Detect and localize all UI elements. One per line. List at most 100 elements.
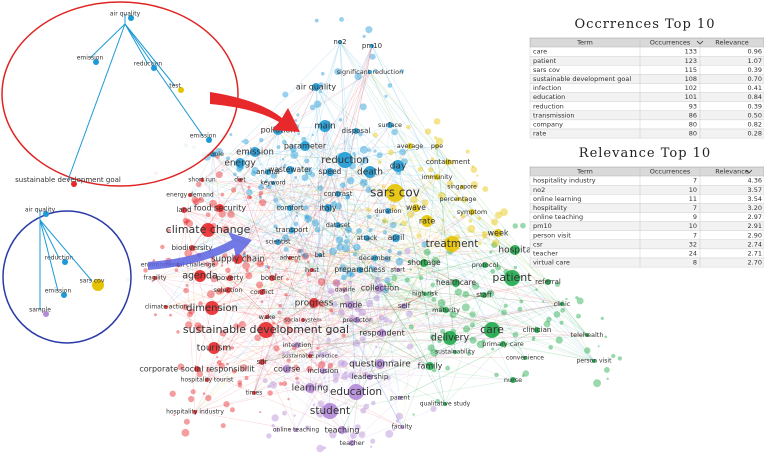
minor-node [259, 195, 263, 200]
edge [183, 171, 269, 211]
node-label: day [390, 162, 407, 172]
node [412, 204, 420, 212]
edge [211, 294, 485, 309]
edge [356, 237, 397, 321]
edge [206, 376, 371, 381]
minor-node [441, 219, 444, 222]
minor-node [339, 17, 344, 22]
inset-node [71, 181, 77, 187]
node-label: comfort [276, 204, 304, 212]
minor-node [244, 375, 249, 380]
node [386, 184, 404, 202]
minor-node [242, 253, 246, 257]
edge [309, 355, 526, 359]
edge [313, 289, 346, 304]
node [189, 245, 195, 251]
minor-node [246, 188, 253, 196]
table-cell: 123 [685, 57, 697, 65]
edge [355, 130, 383, 334]
edge [271, 277, 383, 334]
minor-node [554, 281, 560, 287]
edge [261, 303, 563, 363]
node-label: selection [213, 286, 242, 294]
minor-node [260, 300, 264, 303]
edge [429, 161, 449, 367]
edge [154, 232, 499, 279]
minor-node [406, 310, 413, 318]
edge [444, 294, 485, 405]
node [426, 362, 434, 370]
node-label: emission [236, 148, 274, 158]
table-row [529, 184, 764, 195]
edge [356, 186, 463, 321]
edge [436, 176, 516, 251]
edge [397, 165, 447, 311]
minor-node [185, 218, 191, 224]
inset-edge [124, 23, 204, 137]
node-label: percentage [439, 195, 476, 203]
edge [304, 145, 459, 200]
edge [239, 162, 456, 353]
edge [261, 211, 473, 363]
edge [381, 332, 514, 381]
edge [355, 332, 383, 393]
minor-node [348, 371, 356, 380]
node [510, 245, 520, 255]
node [312, 83, 320, 91]
node-label: attack [357, 234, 378, 242]
minor-node [288, 428, 291, 431]
minor-node [258, 194, 262, 197]
minor-node [218, 287, 225, 294]
minor-node [274, 427, 280, 433]
edge [324, 125, 331, 412]
edge [154, 269, 313, 279]
minor-node [177, 363, 185, 371]
table-row [529, 65, 764, 75]
node-label: bat [315, 251, 326, 259]
edge [359, 269, 383, 334]
table-cell: 0.41 [748, 84, 762, 92]
edge [329, 365, 431, 412]
node-label: preparedness [334, 265, 385, 274]
minor-node [206, 290, 215, 299]
edge [196, 303, 563, 370]
edge [265, 302, 315, 331]
node [347, 301, 355, 309]
edge [213, 291, 263, 349]
edge [211, 193, 339, 309]
minor-node [494, 211, 503, 219]
minor-node [374, 276, 381, 283]
minor-node [294, 176, 298, 179]
inset-edge [89, 23, 126, 59]
minor-node [191, 196, 199, 204]
edge [277, 241, 304, 321]
minor-node [404, 277, 410, 283]
minor-node [281, 139, 287, 145]
minor-node [303, 205, 309, 211]
table-cell: 2.90 [748, 231, 762, 239]
minor-node [381, 184, 386, 189]
table-cell: person visit [533, 231, 571, 239]
edge [445, 309, 514, 381]
minor-node [489, 250, 493, 254]
edge [266, 277, 273, 318]
table-cell: hospitality [533, 204, 567, 212]
edge [484, 264, 563, 305]
node [258, 322, 274, 338]
edge [239, 179, 273, 279]
table-cell: 2.97 [748, 213, 762, 221]
minor-node [365, 299, 374, 308]
edge [261, 361, 297, 431]
node [308, 354, 312, 358]
minor-node [196, 370, 204, 378]
edge [291, 41, 341, 231]
edge [339, 41, 449, 163]
inset-node [92, 279, 104, 291]
node [287, 205, 293, 211]
node-label: reduction [321, 155, 368, 166]
minor-node [337, 309, 345, 317]
node [309, 298, 319, 308]
minor-node [494, 372, 499, 378]
edge [445, 249, 516, 311]
minor-node [491, 347, 495, 351]
